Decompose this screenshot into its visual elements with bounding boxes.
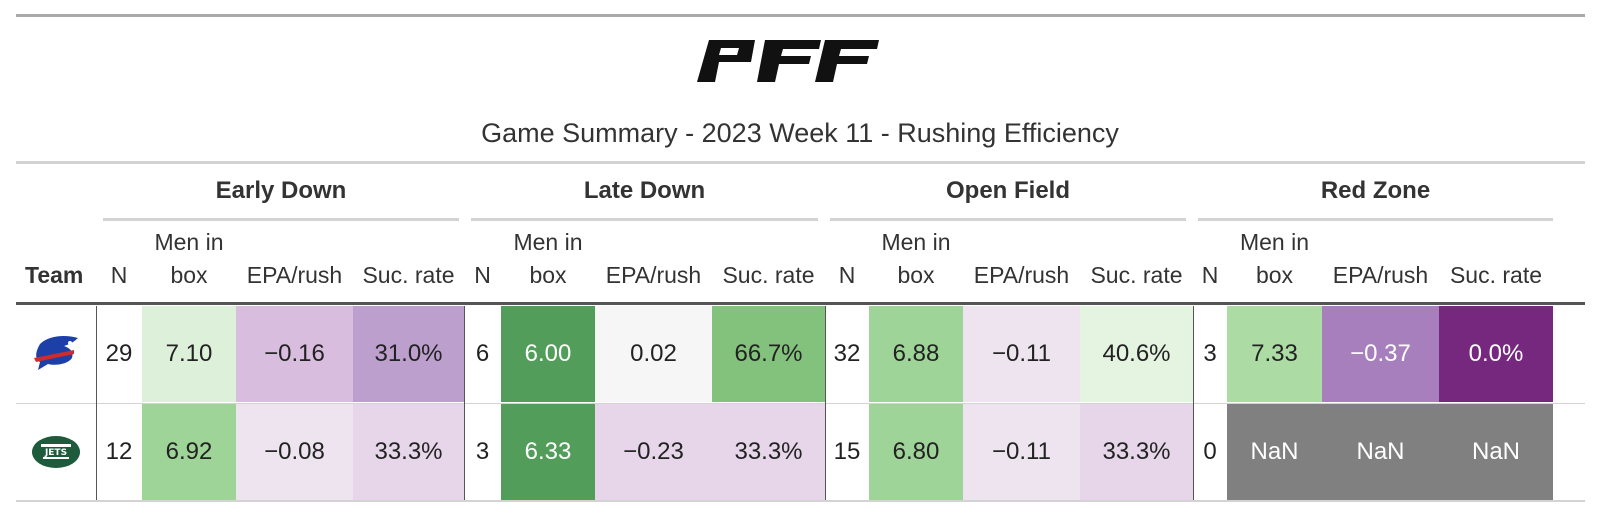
cell-n: 15 xyxy=(825,404,869,500)
column-header-men-in-box: Men in box xyxy=(869,222,963,298)
column-header-epa-rush: EPA/rush xyxy=(605,262,702,288)
cell-suc-rate: 40.6% xyxy=(1080,306,1193,402)
cell-suc-rate: 66.7% xyxy=(712,306,825,402)
cell-n: 0 xyxy=(1193,404,1227,500)
cell-suc-rate: 33.3% xyxy=(353,404,464,500)
title-rule xyxy=(16,161,1585,164)
cell-suc-rate: 31.0% xyxy=(353,306,464,402)
column-header-epa-rush: EPA/rush xyxy=(973,262,1070,288)
cell-men-in-box: 7.33 xyxy=(1227,306,1322,402)
column-header-suc-rate: Suc. rate xyxy=(362,262,455,288)
cell-suc-rate: NaN xyxy=(1439,404,1553,500)
row-divider xyxy=(16,403,1585,404)
svg-text:JETS: JETS xyxy=(44,448,67,458)
column-header-men-in-box: Men in box xyxy=(142,222,236,298)
men-in-box-label: Men in box xyxy=(881,229,951,288)
cell-n: 12 xyxy=(100,404,138,500)
cell-epa-rush: 0.02 xyxy=(595,306,712,402)
cell-epa-rush: −0.23 xyxy=(595,404,712,500)
cell-epa-rush: −0.11 xyxy=(963,306,1080,402)
cell-suc-rate: 33.3% xyxy=(712,404,825,500)
top-rule xyxy=(16,14,1585,17)
column-header-epa-rush: EPA/rush xyxy=(1332,262,1429,288)
bills-logo-icon xyxy=(25,306,87,402)
column-divider xyxy=(96,306,97,500)
column-header-men-in-box: Men in box xyxy=(1227,222,1322,298)
column-header-men-in-box: Men in box xyxy=(501,222,595,298)
cell-epa-rush: −0.37 xyxy=(1322,306,1439,402)
column-header-n: N xyxy=(474,262,491,288)
cell-n: 29 xyxy=(100,306,138,402)
group-header-late-down: Late Down xyxy=(471,174,818,221)
group-header-open-field: Open Field xyxy=(830,174,1186,221)
cell-men-in-box: 6.80 xyxy=(869,404,963,500)
cell-n: 3 xyxy=(1193,306,1227,402)
column-header-n: N xyxy=(110,262,128,288)
men-in-box-label: Men in box xyxy=(154,229,224,288)
cell-n: 3 xyxy=(464,404,501,500)
table-title: Game Summary - 2023 Week 11 - Rushing Ef… xyxy=(481,118,1119,148)
pff-logo xyxy=(697,40,879,82)
men-in-box-label: Men in box xyxy=(513,229,583,288)
cell-men-in-box: 6.33 xyxy=(501,404,595,500)
cell-men-in-box: NaN xyxy=(1227,404,1322,500)
cell-men-in-box: 6.88 xyxy=(869,306,963,402)
column-header-n: N xyxy=(838,262,856,288)
group-header-red-zone: Red Zone xyxy=(1198,174,1553,221)
cell-epa-rush: −0.08 xyxy=(236,404,353,500)
cell-men-in-box: 7.10 xyxy=(142,306,236,402)
cell-n: 32 xyxy=(825,306,869,402)
cell-n: 6 xyxy=(464,306,501,402)
column-header-epa-rush: EPA/rush xyxy=(246,262,343,288)
column-divider xyxy=(825,306,826,500)
column-divider xyxy=(1193,306,1194,500)
cell-suc-rate: 33.3% xyxy=(1080,404,1193,500)
cell-epa-rush: NaN xyxy=(1322,404,1439,500)
bottom-rule xyxy=(16,500,1585,502)
column-header-n: N xyxy=(1201,262,1219,288)
cell-suc-rate: 0.0% xyxy=(1439,306,1553,402)
header-rule xyxy=(16,302,1585,305)
column-header-suc-rate: Suc. rate xyxy=(1090,262,1183,288)
men-in-box-label: Men in box xyxy=(1239,229,1310,288)
column-header-suc-rate: Suc. rate xyxy=(1449,262,1543,288)
cell-men-in-box: 6.00 xyxy=(501,306,595,402)
column-header-suc-rate: Suc. rate xyxy=(722,262,815,288)
group-header-early-down: Early Down xyxy=(103,174,459,221)
cell-men-in-box: 6.92 xyxy=(142,404,236,500)
jets-logo-icon: JETS xyxy=(25,404,87,500)
cell-epa-rush: −0.16 xyxy=(236,306,353,402)
cell-epa-rush: −0.11 xyxy=(963,404,1080,500)
column-divider xyxy=(464,306,465,500)
column-header-team: Team xyxy=(25,262,84,288)
